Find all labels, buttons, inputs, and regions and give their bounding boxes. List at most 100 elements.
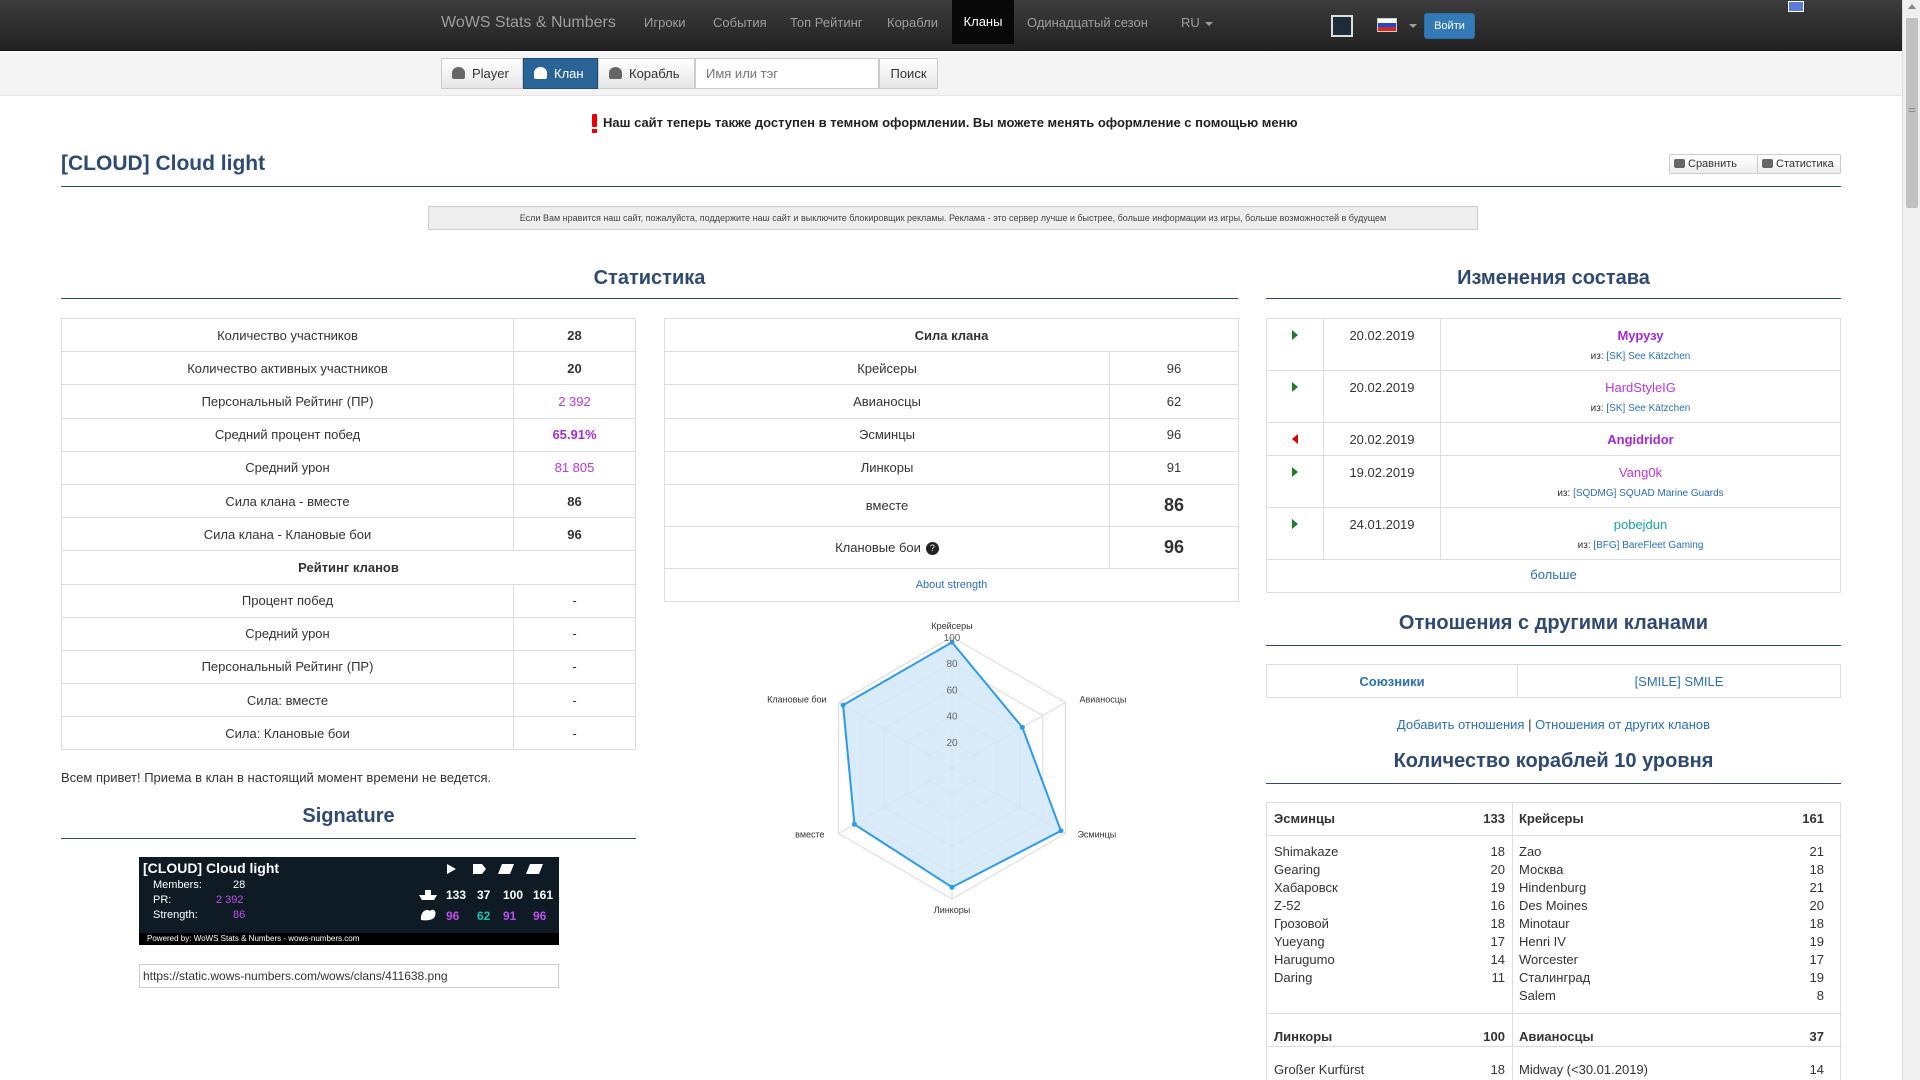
arrow-right-icon	[1292, 467, 1298, 477]
tier10-ship-name[interactable]: Gearing	[1274, 862, 1321, 877]
scrollbar[interactable]	[1902, 0, 1920, 1080]
tier10-ship-name[interactable]: Shimakaze	[1274, 844, 1339, 859]
roster-nick[interactable]: pobejdun	[1613, 517, 1668, 532]
tier10-ship-name[interactable]: Midway (<30.01.2019)	[1519, 1062, 1648, 1077]
table-row: Крейсеры 96	[664, 351, 1239, 386]
relations-links: Добавить отношения | Отношения от других…	[1266, 717, 1841, 732]
help-icon[interactable]: ?	[925, 541, 939, 555]
tier10-ship-name[interactable]: Des Moines	[1519, 898, 1588, 913]
relations-from-others-link[interactable]: Отношения от других кланов	[1535, 717, 1711, 732]
search-type-player[interactable]: Player	[441, 58, 523, 89]
roster-from-clan[interactable]: [SK] See Kätzchen	[1606, 403, 1691, 414]
nav-players[interactable]: Игроки	[644, 15, 686, 30]
russia-flag-icon[interactable]	[1377, 18, 1397, 32]
strength-label: Крейсеры	[664, 351, 1110, 386]
tier10-ship-name[interactable]: Hindenburg	[1519, 880, 1587, 895]
tier10-ship-name[interactable]: Zao	[1519, 844, 1542, 859]
search-type-clan[interactable]: Клан	[523, 58, 598, 89]
signature-url-field[interactable]: https://static.wows-numbers.com/wows/cla…	[139, 964, 559, 988]
nav-season[interactable]: Одинадцатый сезон	[1027, 15, 1148, 30]
search-type-ship-label: Корабль	[629, 66, 680, 81]
roster-nick[interactable]: Мурузу	[1617, 328, 1664, 343]
statistics-button[interactable]: Статистика	[1757, 154, 1841, 174]
tier10-ship-name[interactable]: Minotaur	[1519, 916, 1570, 931]
radar-data-point	[1019, 724, 1025, 730]
roster-from-clan[interactable]: [SQDMG] SQUAD Marine Guards	[1573, 488, 1724, 499]
roster-nick[interactable]: Angidridor	[1607, 432, 1674, 447]
chevron-down-icon[interactable]	[1409, 24, 1417, 28]
table-row: 19.02.2019 Vang0k из: [SQDMG] SQUAD Marin…	[1266, 455, 1841, 508]
roster-nick[interactable]: HardStyleIG	[1605, 380, 1676, 395]
table-row: вместе 86	[664, 483, 1239, 527]
search-input[interactable]	[695, 58, 879, 89]
tier10-ship-name[interactable]: Harugumo	[1274, 952, 1335, 967]
tier10-ship-name[interactable]: Salem	[1519, 988, 1556, 1003]
radar-data-point	[1058, 828, 1064, 834]
nav-language[interactable]: RU	[1181, 15, 1213, 30]
search-type-player-label: Player	[472, 66, 509, 81]
search-button[interactable]: Поиск	[879, 58, 938, 89]
table-row: Персональный Рейтинг (ПР) -	[61, 649, 636, 685]
nav-clans[interactable]: Кланы	[952, 0, 1014, 44]
about-strength-link[interactable]: About strength	[915, 579, 988, 592]
stat-label: Сила: Клановые бои	[61, 716, 514, 751]
tier10-ship-name[interactable]: Z-52	[1274, 898, 1301, 913]
extension-icon[interactable]	[1788, 1, 1804, 12]
table-row: Авианосцы 62	[664, 384, 1239, 419]
stat-label: Средний урон	[61, 616, 514, 651]
scroll-grip-icon	[1909, 108, 1915, 112]
stat-value: 20	[513, 351, 636, 386]
compare-button[interactable]: Сравнить	[1669, 154, 1758, 174]
sig-members: 28	[233, 879, 246, 891]
rating-header: Рейтинг кланов	[61, 550, 636, 585]
tier10-ship-name[interactable]: Daring	[1274, 970, 1313, 985]
dark-theme-notice: Наш сайт теперь также доступен в темном …	[603, 115, 1298, 130]
nav-ships[interactable]: Корабли	[887, 15, 938, 30]
tier10-ship-name[interactable]: Großer Kurfürst	[1274, 1062, 1365, 1077]
table-row: Средний урон -	[61, 616, 636, 651]
scroll-up-icon[interactable]	[1908, 4, 1916, 9]
login-button[interactable]: Войти	[1424, 13, 1475, 39]
from-label: из:	[1590, 403, 1604, 414]
tier10-ship-count: 18	[1490, 1062, 1505, 1077]
tier10-ship-name[interactable]: Хабаровск	[1274, 880, 1338, 895]
roster-more-link[interactable]: больше	[1530, 567, 1577, 582]
add-relations-link[interactable]: Добавить отношения	[1396, 717, 1525, 732]
nav-top-rating[interactable]: Топ Рейтинг	[790, 15, 863, 30]
tier10-ship-count: 18	[1809, 916, 1824, 931]
search-type-clan-label: Клан	[554, 66, 584, 81]
roster-from-clan[interactable]: [BFG] BareFleet Gaming	[1593, 540, 1704, 551]
tier10-class-name: Эсминцы	[1274, 811, 1336, 826]
table-row: Клановые бои? 96	[664, 525, 1239, 569]
tier10-ship-name[interactable]: Worcester	[1519, 952, 1578, 967]
strength-together-value: 86	[1109, 483, 1239, 527]
brand-link[interactable]: WoWS Stats & Numbers	[441, 14, 616, 31]
scroll-thumb[interactable]	[1906, 18, 1918, 208]
search-type-ship[interactable]: Корабль	[598, 58, 695, 89]
ally-clan-link[interactable]: [SMILE] SMILE	[1634, 673, 1724, 689]
tier10-ship-name[interactable]: Сталинград	[1519, 970, 1591, 985]
tier10-ship-name[interactable]: Москва	[1519, 862, 1564, 877]
stat-value: -	[513, 716, 636, 751]
stat-label: Количество активных участников	[61, 351, 514, 386]
roster-date: 20.02.2019	[1323, 370, 1441, 423]
nav-events[interactable]: События	[713, 15, 767, 30]
clan-stats-table: Количество участников 28 Количество актив…	[61, 317, 636, 751]
roster-from-clan[interactable]: [SK] See Kätzchen	[1606, 351, 1691, 362]
radar-data-point	[851, 821, 857, 827]
tier10-ship-name[interactable]: Грозовой	[1274, 916, 1329, 931]
roster-player-cell: Angidridor	[1440, 422, 1841, 456]
theme-toggle-icon[interactable]	[1331, 15, 1353, 37]
stat-label: Сила клана - Клановые бои	[61, 517, 514, 552]
tier10-ship-name[interactable]: Yueyang	[1274, 934, 1325, 949]
radar-tick-label: 60	[946, 685, 958, 696]
title-divider	[61, 186, 1841, 187]
roster-nick[interactable]: Vang0k	[1618, 465, 1663, 480]
arrow-left-icon	[1292, 434, 1298, 444]
tier10-ship-name[interactable]: Henri IV	[1519, 934, 1566, 949]
sig-count-cv: 37	[477, 888, 491, 902]
tier10-ship-count: 16	[1490, 898, 1505, 913]
sig-count-bb: 100	[503, 888, 524, 902]
radar-axis-label: Клановые бои	[767, 695, 826, 705]
tier10-class-count: 161	[1802, 811, 1824, 826]
